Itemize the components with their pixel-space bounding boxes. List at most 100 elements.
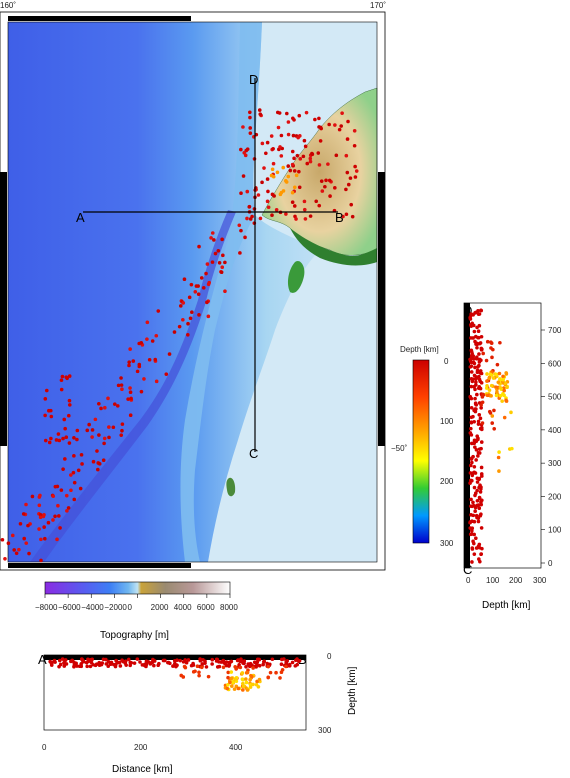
earthquake-marker — [352, 143, 357, 148]
profile-point — [274, 670, 278, 675]
profile-point — [52, 659, 57, 664]
profile-point — [490, 414, 495, 418]
earthquake-marker — [164, 372, 169, 376]
profile-point — [93, 663, 98, 668]
profile-point — [477, 506, 482, 511]
earthquake-marker — [297, 113, 302, 118]
earthquake-marker — [107, 435, 111, 440]
earthquake-marker — [120, 387, 124, 392]
earthquake-marker — [95, 449, 99, 453]
profile-point — [182, 664, 187, 669]
earthquake-marker — [281, 189, 286, 193]
earthquake-marker — [115, 404, 120, 408]
earthquake-marker — [119, 376, 123, 380]
earthquake-marker — [120, 428, 124, 433]
earthquake-marker — [310, 151, 314, 156]
profile-point — [475, 488, 479, 493]
profile-point — [199, 665, 204, 670]
profile-point — [494, 393, 499, 398]
topo-tick-label: 2000 — [151, 603, 169, 612]
profile-point — [184, 660, 189, 665]
earthquake-marker — [258, 112, 263, 116]
profile-point — [241, 661, 245, 665]
profile-point — [475, 480, 480, 484]
ns-distance-tick-label: 300 — [548, 459, 562, 468]
earthquake-marker — [128, 390, 133, 395]
profile-point — [152, 663, 156, 668]
profile-point — [484, 358, 489, 363]
topo-tick-label: 4000 — [174, 603, 192, 612]
earthquake-marker — [10, 533, 15, 538]
profile-point — [230, 684, 234, 688]
profile-point — [480, 347, 484, 351]
earthquake-marker — [286, 164, 291, 168]
profile-point — [266, 664, 271, 669]
earthquake-marker — [6, 541, 11, 545]
earthquake-marker — [297, 169, 301, 174]
earthquake-marker — [67, 403, 72, 407]
profile-point — [492, 408, 496, 413]
island-small — [287, 260, 305, 293]
profile-point — [178, 658, 182, 663]
topo-tick-label: 6000 — [197, 603, 215, 612]
profile-point — [251, 682, 255, 687]
earthquake-marker — [288, 168, 293, 173]
profile-point — [101, 657, 106, 662]
earthquake-marker — [57, 514, 61, 518]
profile-point — [469, 457, 474, 461]
earthquake-marker — [93, 417, 98, 422]
profile-point — [245, 688, 250, 692]
ns-distance-tick-label: 500 — [548, 393, 562, 402]
profile-point — [471, 336, 475, 340]
earthquake-marker — [284, 179, 288, 183]
earthquake-marker — [51, 518, 55, 522]
earthquake-marker — [266, 205, 271, 210]
earthquake-marker — [37, 503, 42, 508]
label-c: C — [249, 446, 258, 461]
profile-point — [114, 658, 118, 663]
earthquake-marker — [75, 428, 80, 433]
earthquake-marker — [75, 437, 79, 442]
profile-point — [476, 519, 481, 524]
earthquake-marker — [276, 125, 281, 130]
earthquake-marker — [308, 214, 313, 218]
earthquake-marker — [64, 435, 69, 440]
ns-distance-tick-label: 200 — [548, 492, 562, 501]
earthquake-marker — [213, 251, 218, 256]
profile-point — [479, 403, 483, 407]
profile-point — [477, 352, 481, 356]
profile-point — [64, 662, 69, 666]
earthquake-marker — [194, 284, 199, 288]
profile-point — [198, 657, 202, 661]
topo-tick-label: −2000 — [104, 603, 127, 612]
profile-point — [232, 687, 237, 691]
earthquake-marker — [17, 547, 21, 552]
profile-point — [126, 657, 131, 662]
map-area — [7, 21, 378, 563]
profile-point — [474, 383, 478, 387]
earthquake-marker — [63, 426, 67, 431]
earthquake-marker — [102, 405, 107, 410]
earthquake-marker — [286, 174, 291, 179]
earthquake-marker — [44, 388, 49, 393]
earthquake-marker — [292, 169, 297, 173]
earthquake-marker — [279, 133, 284, 138]
profile-point — [480, 546, 484, 551]
lon-label-east: 170˚ — [370, 1, 386, 10]
earthquake-marker — [333, 123, 337, 127]
profile-point — [72, 663, 77, 667]
earthquake-marker — [292, 185, 297, 190]
earthquake-marker — [199, 276, 204, 280]
profile-point — [474, 458, 478, 462]
profile-point — [494, 372, 499, 377]
topo-colorbar-title: Topography [m] — [100, 630, 169, 641]
profile-point — [481, 392, 486, 397]
profile-point — [174, 664, 178, 669]
earthquake-marker — [49, 436, 53, 441]
profile-point — [475, 392, 479, 397]
earthquake-marker — [39, 558, 43, 563]
earthquake-marker — [327, 178, 332, 183]
profile-point — [473, 396, 477, 401]
earthquake-marker — [286, 120, 291, 124]
profile-point — [480, 427, 484, 432]
